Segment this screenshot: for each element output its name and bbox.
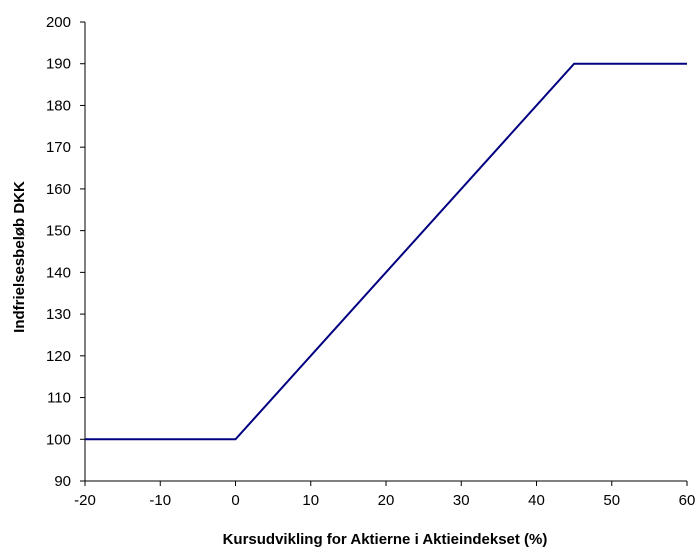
y-tick-label: 110: [47, 390, 71, 407]
x-tick-label: -20: [74, 492, 96, 509]
y-tick-label: 200: [46, 14, 71, 31]
y-tick-label: 180: [46, 97, 71, 114]
x-tick-label: 0: [231, 492, 239, 509]
x-tick-label: 40: [528, 492, 545, 509]
y-tick-label: 100: [46, 431, 71, 448]
y-tick-label: 120: [46, 348, 71, 365]
x-tick-label: -10: [149, 492, 171, 509]
y-tick-label: 150: [46, 223, 71, 240]
y-tick-label: 160: [46, 181, 71, 198]
y-tick-label: 190: [46, 56, 71, 73]
x-tick-label: 20: [378, 492, 395, 509]
y-tick-label: 170: [46, 139, 71, 156]
x-tick-label: 30: [453, 492, 470, 509]
x-axis-title: Kursudvikling for Aktierne i Aktieindeks…: [223, 531, 548, 548]
x-axis: -20 -10 0 10 20 30 40 50 60: [74, 480, 696, 509]
y-axis: 90 100 110 120 130 140 150 160 170 180 190 200: [46, 14, 86, 490]
y-tick-label: 90: [54, 473, 71, 490]
series-layer: [85, 62, 687, 441]
x-tick-label: 10: [302, 492, 319, 509]
x-tick-label: 50: [603, 492, 620, 509]
y-axis-title: Indfrielsesbeløb DKK: [11, 181, 28, 333]
y-tick-label: 140: [46, 264, 71, 281]
series-line-0: [85, 62, 687, 441]
y-tick-label: 130: [46, 306, 71, 323]
x-tick-label: 60: [679, 492, 696, 509]
